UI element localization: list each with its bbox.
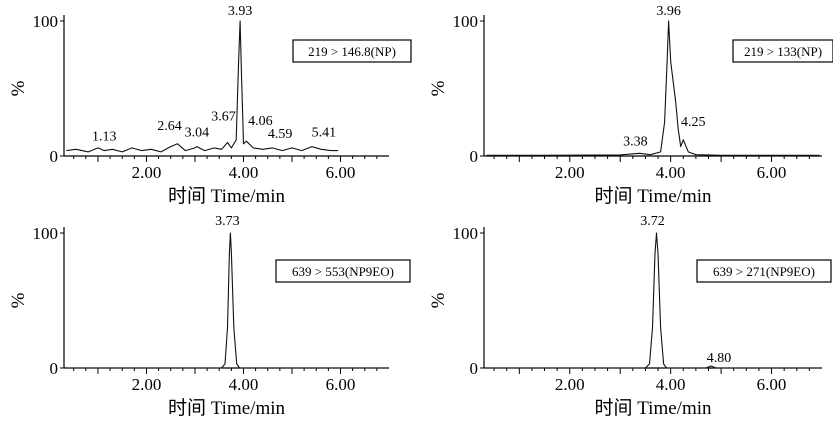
- y-axis-label: %: [8, 292, 29, 308]
- peak-label: 4.25: [681, 115, 706, 130]
- transition-label: 639 > 553(NP9EO): [292, 264, 394, 279]
- peak-label: 3.96: [656, 4, 681, 19]
- peak-label: 3.38: [623, 134, 648, 149]
- x-tick-label: 6.00: [326, 163, 356, 182]
- y-axis-label: %: [8, 80, 29, 96]
- peak-label: 3.72: [640, 214, 665, 229]
- x-axis-label: 时间 Time/min: [594, 185, 712, 207]
- transition-label-box: [275, 259, 411, 283]
- x-tick-label: 2.00: [132, 163, 162, 182]
- peak-label: 4.80: [707, 351, 732, 366]
- x-tick-label: 6.00: [757, 163, 787, 182]
- y-tick-label: 100: [33, 224, 59, 243]
- y-tick-label: 100: [33, 12, 59, 31]
- x-tick-label: 4.00: [656, 375, 686, 394]
- y-axis-label: %: [428, 80, 449, 96]
- chromatogram-trace: [486, 20, 820, 156]
- y-axis-label: %: [428, 292, 449, 308]
- chromatogram-panel-np9eo-553: % 时间 Time/min 639 > 553(NP9EO) 2.00 4.00 6…: [8, 214, 411, 419]
- y-tick-label: 0: [470, 147, 479, 166]
- transition-label-box: [696, 259, 832, 283]
- y-tick-label: 0: [470, 359, 479, 378]
- peak-label: 2.64: [157, 119, 182, 134]
- x-tick-label: 4.00: [229, 163, 259, 182]
- peak-label: 1.13: [92, 130, 117, 145]
- chromatogram-trace: [66, 20, 339, 153]
- y-tick-label: 0: [50, 147, 59, 166]
- x-tick-label: 4.00: [229, 375, 259, 394]
- y-tick-label: 0: [50, 359, 59, 378]
- peak-label: 4.06: [248, 114, 273, 129]
- x-tick-label: 6.00: [326, 375, 356, 394]
- chromatogram-panel-np9eo-271: % 时间 Time/min 639 > 271(NP9EO) 2.00 4.00 6…: [428, 214, 832, 419]
- peak-label: 3.67: [211, 110, 236, 125]
- x-tick-label: 6.00: [757, 375, 787, 394]
- y-tick-label: 100: [453, 224, 479, 243]
- chromatogram-panel-np-146: % 时间 Time/min 219 > 146.8(NP) 2.00 4.00 6.…: [8, 4, 412, 207]
- transition-label: 639 > 271(NP9EO): [713, 264, 815, 279]
- transition-label: 219 > 133(NP): [744, 44, 822, 59]
- transition-label-box: [732, 39, 833, 63]
- chromatogram-trace: [486, 232, 820, 369]
- peak-label: 4.59: [268, 127, 293, 142]
- chromatogram-panel-np-133: % 时间 Time/min 219 > 133(NP) 2.00 4.00 6.00…: [428, 4, 833, 207]
- y-tick-label: 100: [453, 12, 479, 31]
- x-axis-label: 时间 Time/min: [168, 185, 286, 207]
- chromatogram-trace: [66, 232, 387, 369]
- transition-label-box: [292, 39, 412, 63]
- peak-label: 5.41: [312, 126, 337, 141]
- x-tick-label: 2.00: [555, 163, 585, 182]
- x-tick-label: 2.00: [132, 375, 162, 394]
- peak-label: 3.04: [185, 126, 210, 141]
- x-axis-label: 时间 Time/min: [168, 397, 286, 419]
- transition-label: 219 > 146.8(NP): [308, 44, 396, 59]
- x-tick-label: 4.00: [656, 163, 686, 182]
- x-tick-label: 2.00: [555, 375, 585, 394]
- x-axis-label: 时间 Time/min: [594, 397, 712, 419]
- peak-label: 3.73: [215, 214, 240, 229]
- peak-label: 3.93: [228, 4, 253, 19]
